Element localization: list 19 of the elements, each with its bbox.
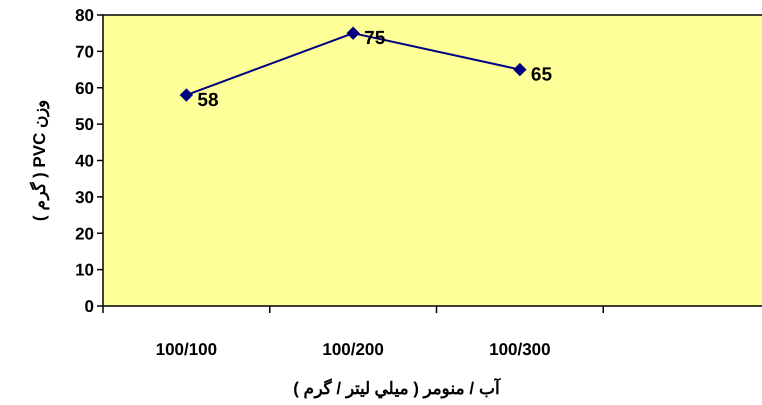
y-axis-title: وزن PVC ( گرم ) bbox=[29, 100, 50, 222]
y-tick-label: 70 bbox=[75, 42, 94, 62]
y-tick-label: 80 bbox=[75, 6, 94, 25]
x-tick-label: 100/300 bbox=[489, 340, 551, 359]
data-label: 58 bbox=[197, 90, 219, 112]
y-tick-label: 60 bbox=[75, 78, 94, 98]
y-tick-label: 20 bbox=[75, 224, 94, 244]
y-tick-label: 50 bbox=[75, 115, 94, 134]
point bbox=[180, 88, 193, 102]
y-tick-label: 0 bbox=[84, 297, 94, 316]
point bbox=[346, 26, 360, 40]
y-tick-label: 10 bbox=[75, 260, 94, 280]
data-label: 65 bbox=[530, 64, 552, 86]
y-tick-label: 40 bbox=[75, 152, 94, 170]
y-tick-label: 30 bbox=[75, 188, 94, 207]
x-tick-label: 100/200 bbox=[322, 340, 384, 359]
x-tick-label: 100/100 bbox=[156, 340, 218, 359]
point bbox=[513, 63, 526, 76]
x-axis-title: آب / منومر ( ميلي ليتر / گرم ) bbox=[293, 377, 501, 399]
